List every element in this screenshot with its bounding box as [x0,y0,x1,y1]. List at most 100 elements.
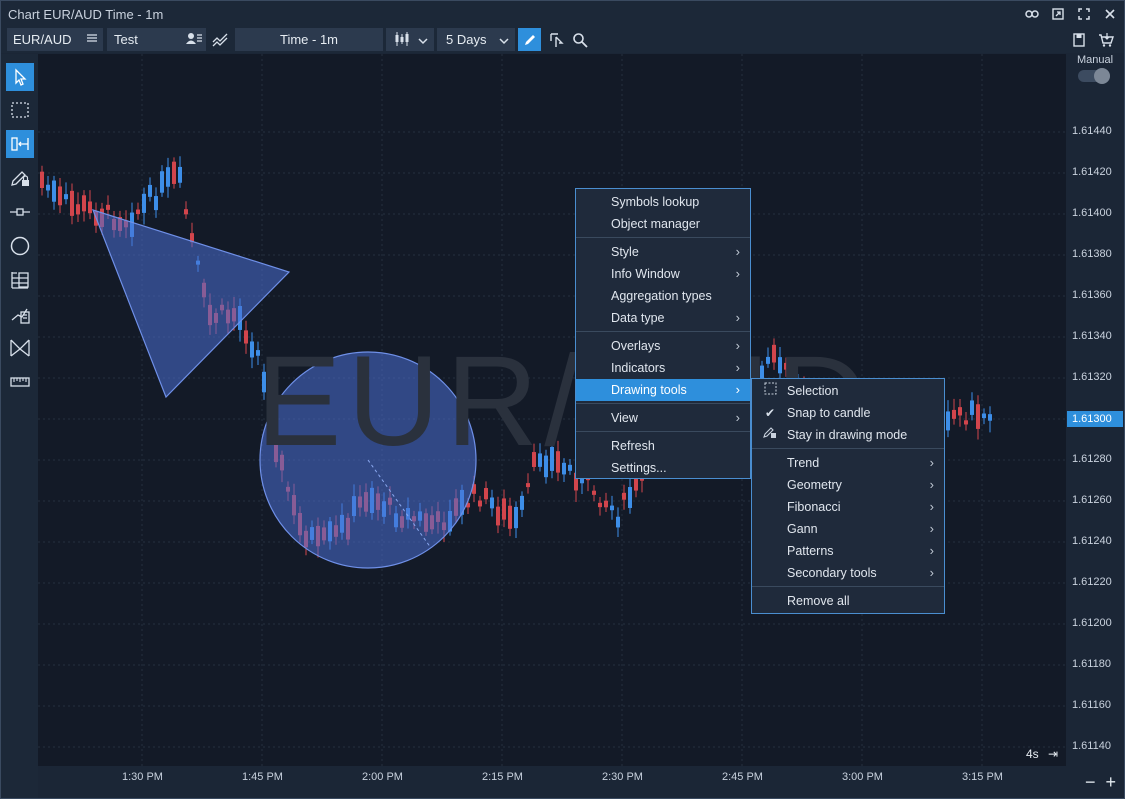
close-icon[interactable] [1100,4,1120,24]
candle-body [616,516,620,528]
range-selector[interactable]: 5 Days [437,28,515,51]
restore-icon[interactable] [1048,4,1068,24]
zoom-in-icon[interactable]: + [1105,772,1116,792]
layout-selector[interactable]: Test [107,28,206,51]
submenu-item-patterns[interactable]: Patterns › [752,540,944,562]
candle-body [556,451,560,473]
user-icon[interactable] [186,32,202,47]
zoom-out-icon[interactable]: − [1084,772,1096,792]
candle-body [526,483,530,488]
candle-body [490,497,494,509]
menu-item-data-type[interactable]: Data type › [576,307,750,329]
crosshair-icon[interactable] [6,130,34,158]
price-axis[interactable]: Manual 1.61440 1.61420 1.61400 1.61380 1.613… [1066,54,1124,766]
price-label: 1.61160 [1072,699,1111,711]
context-menu: Symbols lookup Object manager Style › Inf… [575,188,751,479]
chevron-right-icon: › [929,565,934,580]
price-label: 1.61260 [1072,494,1112,506]
menu-label: Style [611,245,639,259]
save-icon[interactable] [1068,28,1090,51]
candle-body [604,500,608,508]
candle-body [574,472,578,491]
pencil-lock-icon[interactable] [6,164,34,192]
interval-label: Time - 1m [279,32,339,47]
menu-item-symbols-lookup[interactable]: Symbols lookup [576,191,750,213]
candle-body [568,464,572,471]
submenu-item-geometry[interactable]: Geometry › [752,474,944,496]
pencil-icon[interactable] [518,28,541,51]
time-label: 2:45 PM [722,771,763,783]
candle-body [988,414,992,421]
candle-body [610,505,614,511]
triangle-drawing [91,209,291,399]
menu-label: Info Window [611,267,680,281]
pattern-icon[interactable] [6,300,34,328]
cursor-icon[interactable] [6,63,34,91]
chart-type-selector[interactable] [386,28,434,51]
magnet-icon[interactable] [545,28,567,51]
menu-label: Settings... [611,461,667,475]
symbol-selector[interactable]: EUR/AUD [7,28,103,51]
manual-toggle[interactable] [1078,68,1110,84]
submenu-item-selection[interactable]: Selection [752,380,944,402]
candle-body [46,184,50,191]
price-label: 1.61180 [1072,658,1111,670]
menu-separator [576,237,750,238]
price-label: 1.61140 [1072,740,1111,752]
candle-body [520,495,524,510]
time-axis[interactable]: 1:30 PM 1:45 PM 2:00 PM 2:15 PM 2:30 PM 2:45 … [38,766,1066,798]
menu-label: Indicators [611,361,666,375]
candle-body [82,195,86,212]
fibonacci-icon[interactable] [6,266,34,294]
menu-item-view[interactable]: View › [576,407,750,429]
time-label: 2:00 PM [362,771,403,783]
price-label: 1.61440 [1072,125,1112,137]
compare-icon[interactable] [209,28,231,51]
candle-body [598,502,602,508]
maximize-icon[interactable] [1074,4,1094,24]
symbol-label: EUR/AUD [13,32,72,47]
menu-item-refresh[interactable]: Refresh [576,435,750,457]
submenu-item-secondary-tools[interactable]: Secondary tools › [752,562,944,584]
menu-item-style[interactable]: Style › [576,241,750,263]
scroll-to-end-icon[interactable]: ⇥ [1048,747,1059,761]
menu-item-info-window[interactable]: Info Window › [576,263,750,285]
interval-selector[interactable]: Time - 1m [235,28,383,51]
submenu-item-snap-to-candle[interactable]: ✔ Snap to candle [752,402,944,424]
candle-body [760,365,764,382]
submenu-item-fibonacci[interactable]: Fibonacci › [752,496,944,518]
menu-item-overlays[interactable]: Overlays › [576,335,750,357]
line-tool-icon[interactable] [6,198,34,226]
submenu-item-remove-all[interactable]: Remove all [752,590,944,612]
basket-icon[interactable] [1095,28,1117,51]
selection-rect-icon[interactable] [6,96,34,124]
menu-item-drawing-tools[interactable]: Drawing tools › [576,379,750,401]
circle-icon[interactable] [6,232,34,260]
ruler-icon[interactable] [6,368,34,396]
link-icon[interactable] [1022,4,1042,24]
candle-body [244,330,248,344]
menu-item-settings[interactable]: Settings... [576,457,750,479]
candle-body [40,171,44,188]
gann-icon[interactable] [6,334,34,362]
list-icon[interactable] [86,32,98,47]
auto-scroll[interactable]: 4s ⇥ [1026,747,1058,761]
menu-label: View [611,411,638,425]
submenu-item-stay-in-drawing-mode[interactable]: Stay in drawing mode [752,424,944,446]
candle-body [58,186,62,206]
menu-item-aggregation-types[interactable]: Aggregation types [576,285,750,307]
menu-item-object-manager[interactable]: Object manager [576,213,750,235]
search-icon[interactable] [569,28,591,51]
price-label: 1.61380 [1072,248,1112,260]
chevron-right-icon: › [735,382,740,397]
menu-separator [752,586,944,587]
submenu-item-gann[interactable]: Gann › [752,518,944,540]
candle-body [142,193,146,213]
candles-icon [394,32,410,49]
submenu-item-trend[interactable]: Trend › [752,452,944,474]
title-bar: Chart EUR/AUD Time - 1m [1,1,1124,27]
time-label: 1:45 PM [242,771,283,783]
menu-item-indicators[interactable]: Indicators › [576,357,750,379]
window-title: Chart EUR/AUD Time - 1m [8,6,164,22]
